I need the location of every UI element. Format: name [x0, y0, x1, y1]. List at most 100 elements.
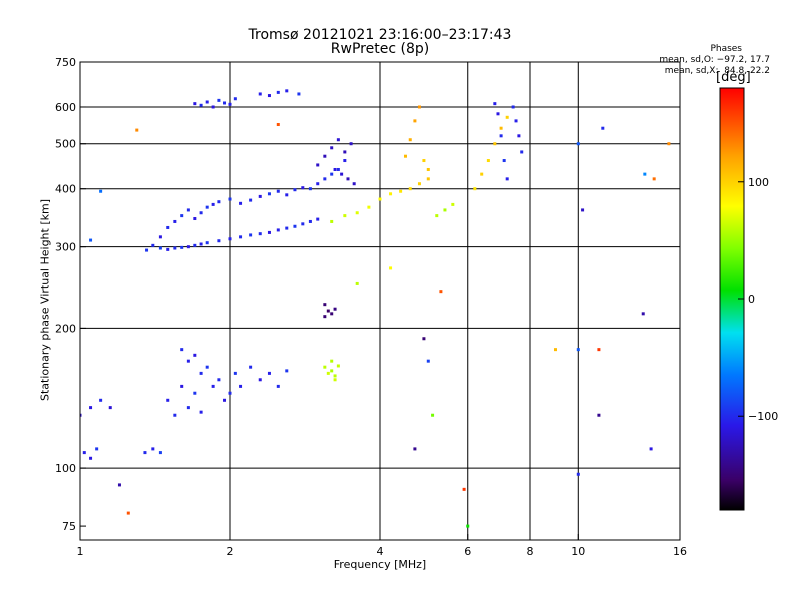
data-point — [330, 172, 334, 176]
data-point — [517, 134, 521, 138]
data-point — [180, 214, 184, 218]
data-point — [431, 413, 435, 417]
data-point — [173, 413, 177, 417]
data-point — [597, 413, 601, 417]
x-tick-label: 8 — [527, 545, 534, 558]
data-point — [205, 205, 209, 209]
colorbar-tick-label: 100 — [748, 176, 769, 189]
y-tick-label: 600 — [55, 101, 76, 114]
data-point — [499, 134, 503, 138]
data-point — [276, 384, 280, 388]
data-point — [82, 451, 86, 455]
data-point — [652, 177, 656, 181]
data-point — [667, 142, 671, 146]
x-tick-label: 1 — [77, 545, 84, 558]
data-point — [276, 228, 280, 232]
data-point — [389, 192, 393, 196]
data-point — [199, 103, 203, 107]
data-point — [95, 447, 99, 451]
data-point — [186, 359, 190, 363]
data-point — [108, 406, 112, 410]
data-point — [355, 211, 359, 215]
data-point — [349, 142, 353, 146]
data-point — [89, 238, 93, 242]
data-point — [323, 303, 327, 307]
data-point — [435, 214, 439, 218]
data-point — [576, 348, 580, 352]
data-point — [330, 312, 334, 316]
data-point — [417, 182, 421, 186]
data-point — [193, 102, 197, 106]
data-point — [389, 266, 393, 270]
data-point — [89, 456, 93, 460]
data-point — [233, 371, 237, 375]
data-point — [239, 201, 243, 205]
data-point — [276, 123, 280, 127]
data-point — [511, 105, 515, 109]
data-point — [330, 146, 334, 150]
data-point — [199, 211, 203, 215]
data-point — [378, 197, 382, 201]
chart-title: Tromsø 20121021 23:16:00–23:17:43 — [248, 27, 512, 43]
data-point — [323, 154, 327, 158]
data-point — [333, 374, 337, 378]
y-tick-label: 100 — [55, 462, 76, 475]
data-point — [333, 378, 337, 382]
data-point — [439, 290, 443, 294]
data-point — [258, 232, 262, 236]
data-point — [422, 337, 426, 341]
data-point — [293, 224, 297, 228]
data-point — [422, 159, 426, 163]
phase-stats-x: mean, sd,X: 84.8, 22.2 — [664, 66, 770, 76]
data-point — [316, 163, 320, 167]
x-tick-label: 10 — [571, 545, 585, 558]
data-point — [205, 365, 209, 369]
data-point — [581, 208, 585, 212]
y-tick-label: 200 — [55, 322, 76, 335]
y-tick-label: 500 — [55, 138, 76, 151]
data-point — [326, 309, 330, 313]
y-axis-label: Stationary phase Virtual Height [km] — [38, 198, 52, 402]
data-point — [403, 154, 407, 158]
data-point — [576, 142, 580, 146]
data-point — [426, 167, 430, 171]
data-point — [514, 119, 518, 123]
phase-stats: Phases mean, sd,O: −97.2, 17.7 mean, sd,X… — [560, 22, 770, 77]
data-point — [158, 235, 162, 239]
x-axis-label: Frequency [MHz] — [333, 558, 427, 571]
data-point — [473, 187, 477, 191]
data-point — [330, 359, 334, 363]
data-point — [297, 92, 301, 96]
data-point — [193, 243, 197, 247]
data-point — [426, 359, 430, 363]
data-point — [408, 138, 412, 142]
data-point — [267, 94, 271, 98]
data-point — [346, 177, 350, 181]
data-point — [99, 398, 103, 402]
colorbar-tick-label: −100 — [748, 410, 778, 423]
data-point — [233, 97, 237, 101]
colorbar-ticks: 100 0 −100 — [738, 176, 778, 423]
data-point — [502, 159, 506, 163]
data-point — [641, 312, 645, 316]
x-tick-label: 2 — [227, 545, 234, 558]
data-point — [80, 413, 82, 417]
data-point — [205, 100, 209, 104]
data-point — [486, 159, 490, 163]
data-point — [117, 483, 121, 487]
data-point — [480, 172, 484, 176]
data-point — [249, 365, 253, 369]
data-point — [166, 247, 170, 251]
data-point — [217, 239, 221, 243]
data-point — [352, 182, 356, 186]
y-tick-label: 400 — [55, 183, 76, 196]
y-tick-label: 750 — [55, 56, 76, 69]
data-point — [166, 398, 170, 402]
data-point — [180, 245, 184, 249]
data-point — [217, 98, 221, 102]
data-point — [576, 472, 580, 476]
data-point — [267, 192, 271, 196]
data-point — [228, 197, 232, 201]
data-point — [399, 189, 403, 193]
data-point — [367, 205, 371, 209]
